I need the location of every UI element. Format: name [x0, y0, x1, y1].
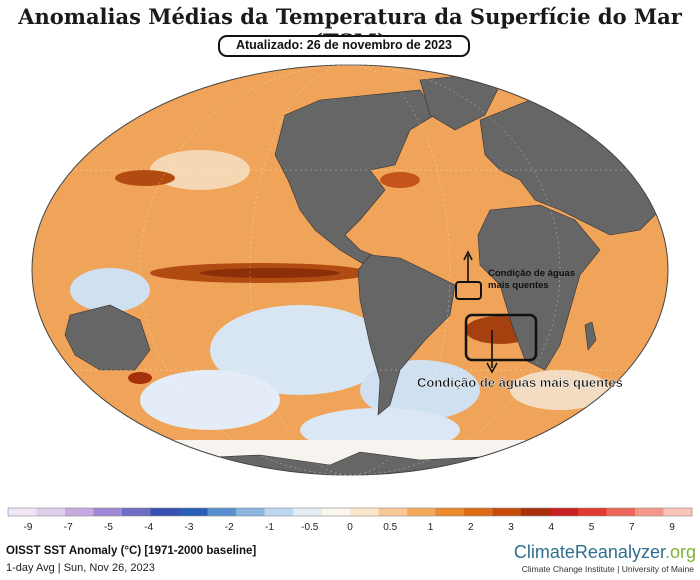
colorbar-swatch [150, 508, 180, 516]
small-label-line2: mais quentes [488, 280, 549, 291]
colorbar-swatch [207, 508, 237, 516]
brand-suffix: .org [664, 542, 696, 562]
graticule [35, 64, 665, 476]
colorbar-swatch [606, 508, 636, 516]
date-caption: 1-day Avg | Sun, Nov 26, 2023 [6, 562, 155, 574]
colorbar-tick-label: -9 [24, 522, 33, 533]
colorbar-tick-label: -0.5 [301, 522, 319, 533]
colorbar-swatch [492, 508, 522, 516]
colorbar-swatch [549, 508, 579, 516]
brand-logo[interactable]: ClimateReanalyzer.org [514, 542, 696, 563]
colorbar-tick-label: 2 [468, 522, 474, 533]
colorbar-swatch [350, 508, 379, 516]
colorbar-tick-label: 5 [589, 522, 595, 533]
land-masses [32, 74, 668, 475]
colorbar-ticks: -9 -7 -5 -4 -3 -2 -1 -0.5 0 0.5 1 2 3 4 5 7 9 [24, 522, 676, 533]
colorbar-outline [7, 507, 693, 517]
colorbar-swatch [8, 508, 37, 516]
colorbar-swatch [378, 508, 408, 516]
sst-anomaly-map: Condição de águas mais quentes Condição … [31, 64, 669, 476]
colorbar-swatch [122, 508, 151, 516]
brand-subtitle: Climate Change Institute | University of… [521, 564, 694, 574]
colorbar-tick-label: 7 [629, 522, 635, 533]
colorbar-swatch [521, 508, 550, 516]
arrow-down-icon [486, 362, 498, 374]
colorbar-swatch [93, 508, 123, 516]
colorbar-swatch [578, 508, 607, 516]
colorbar-swatch [321, 508, 351, 516]
colorbar: -9 -7 -5 -4 -3 -2 -1 -0.5 0 0.5 1 2 3 4 5 7 9 [7, 507, 693, 533]
arrow-up-icon [463, 250, 473, 261]
colorbar-swatch [635, 508, 664, 516]
colorbar-tick-label: 3 [508, 522, 514, 533]
colorbar-swatch [65, 508, 94, 516]
colorbar-swatch [435, 508, 465, 516]
colorbar-swatch [179, 508, 208, 516]
colorbar-tick-label: 0 [347, 522, 353, 533]
small-warm-annotation: Condição de águas mais quentes [455, 250, 575, 300]
large-label: Condição de águas mais quentes [417, 375, 623, 390]
colorbar-tick-label: 4 [548, 522, 554, 533]
colorbar-swatch [36, 508, 66, 516]
colorbar-swatch [264, 508, 294, 516]
colorbar-tick-label: -2 [225, 522, 234, 533]
colorbar-tick-label: -4 [144, 522, 153, 533]
colorbar-tick-label: 0.5 [383, 522, 397, 533]
colorbar-swatch [407, 508, 436, 516]
colorbar-swatch [293, 508, 322, 516]
colorbar-tick-label: -1 [265, 522, 274, 533]
small-label-line1: Condição de águas [488, 268, 575, 279]
colorbar-tick-label: 9 [669, 522, 675, 533]
large-warm-annotation: Condição de águas mais quentes [417, 313, 623, 390]
dataset-caption: OISST SST Anomaly (°C) [1971-2000 baseli… [6, 545, 257, 557]
colorbar-tick-label: -3 [185, 522, 194, 533]
colorbar-swatch [663, 508, 693, 516]
colorbar-tick-label: -7 [64, 522, 73, 533]
colorbar-tick-label: -5 [104, 522, 113, 533]
colorbar-tick-label: 1 [428, 522, 434, 533]
colorbar-swatches [7, 507, 693, 517]
colorbar-swatch [236, 508, 265, 516]
large-highlight-box [464, 313, 538, 362]
colorbar-swatch [464, 508, 493, 516]
brand-main: ClimateReanalyzer [513, 542, 665, 562]
updated-date-badge: Atualizado: 26 de novembro de 2023 [218, 35, 470, 57]
